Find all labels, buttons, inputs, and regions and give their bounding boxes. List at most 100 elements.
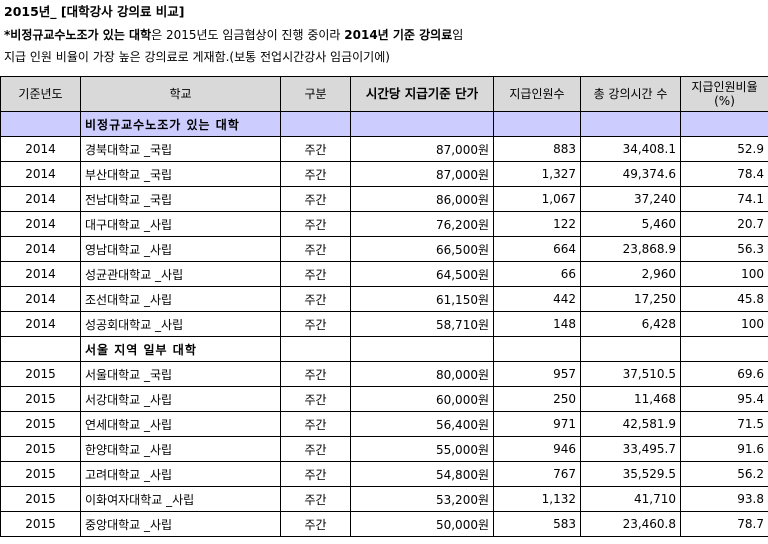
- cell-year: 2015: [0, 511, 81, 537]
- cell-total-hours: 11,468: [580, 386, 681, 412]
- cell-year: 2014: [0, 211, 81, 237]
- section-empty-cell: [580, 336, 681, 362]
- cell-type: 주간: [280, 286, 351, 312]
- section-empty-cell: [580, 111, 681, 137]
- cell-type: 주간: [280, 361, 351, 387]
- header-paid-ratio-line1: 지급인원비율: [691, 80, 758, 94]
- cell-year: 2015: [0, 436, 81, 462]
- cell-school: 성공회대학교 _사립: [80, 311, 281, 337]
- cell-paid-ratio: 52.9: [680, 136, 768, 162]
- cell-paid-count: 971: [493, 411, 581, 437]
- cell-hourly-rate: 61,150원: [350, 286, 494, 312]
- cell-total-hours: 33,495.7: [580, 436, 681, 462]
- cell-paid-count: 664: [493, 236, 581, 262]
- cell-type: 주간: [280, 211, 351, 237]
- note-line-1: *비정규교수노조가 있는 대학은 2015년도 임금협상이 진행 중이라 201…: [0, 24, 768, 46]
- cell-year: 2014: [0, 286, 81, 312]
- cell-year: 2014: [0, 161, 81, 187]
- table-row: 2015 서강대학교 _사립 주간 60,000원 250 11,468 95.4: [0, 386, 768, 412]
- cell-paid-count: 583: [493, 511, 581, 537]
- cell-hourly-rate: 64,500원: [350, 261, 494, 287]
- cell-total-hours: 34,408.1: [580, 136, 681, 162]
- cell-paid-count: 883: [493, 136, 581, 162]
- table-header-row: 기준년도 학교 구분 시간당 지급기준 단가 지급인원수 총 강의시간 수 지급…: [0, 76, 768, 112]
- cell-year: 2014: [0, 136, 81, 162]
- section-empty-cell: [350, 111, 494, 137]
- cell-paid-count: 1,327: [493, 161, 581, 187]
- section-empty-cell: [680, 336, 768, 362]
- cell-school: 고려대학교 _사립: [80, 461, 281, 487]
- header-school: 학교: [80, 76, 281, 112]
- cell-total-hours: 49,374.6: [580, 161, 681, 187]
- cell-total-hours: 6,428: [580, 311, 681, 337]
- cell-hourly-rate: 66,500원: [350, 236, 494, 262]
- cell-type: 주간: [280, 461, 351, 487]
- cell-paid-count: 767: [493, 461, 581, 487]
- table-row: 2014 경북대학교 _국립 주간 87,000원 883 34,408.1 52.9: [0, 136, 768, 162]
- cell-school: 서강대학교 _사립: [80, 386, 281, 412]
- cell-year: 2015: [0, 486, 81, 512]
- cell-paid-ratio: 20.7: [680, 211, 768, 237]
- cell-school: 조선대학교 _사립: [80, 286, 281, 312]
- cell-hourly-rate: 76,200원: [350, 211, 494, 237]
- cell-year: 2014: [0, 261, 81, 287]
- cell-type: 주간: [280, 311, 351, 337]
- cell-paid-count: 442: [493, 286, 581, 312]
- cell-type: 주간: [280, 486, 351, 512]
- note-text-a: 은 2015년도 임금협상이 진행 중이라: [151, 28, 345, 42]
- cell-school: 한양대학교 _사립: [80, 436, 281, 462]
- cell-paid-count: 122: [493, 211, 581, 237]
- header-year: 기준년도: [0, 76, 81, 112]
- cell-total-hours: 42,581.9: [580, 411, 681, 437]
- page-title: 2015년_ [대학강사 강의료 비교]: [4, 4, 185, 19]
- section-label: 서울 지역 일부 대학: [80, 336, 281, 362]
- section-empty-cell: [0, 336, 81, 362]
- cell-paid-ratio: 91.6: [680, 436, 768, 462]
- cell-total-hours: 17,250: [580, 286, 681, 312]
- cell-school: 이화여자대학교 _사립: [80, 486, 281, 512]
- cell-type: 주간: [280, 161, 351, 187]
- cell-total-hours: 2,960: [580, 261, 681, 287]
- note-line-2: 지급 인원 비율이 가장 높은 강의료로 게재함.(보통 전업시간강사 임금이기…: [4, 50, 390, 64]
- table-row: 2014 영남대학교 _사립 주간 66,500원 664 23,868.9 56.3: [0, 236, 768, 262]
- cell-hourly-rate: 50,000원: [350, 511, 494, 537]
- cell-paid-count: 957: [493, 361, 581, 387]
- cell-type: 주간: [280, 136, 351, 162]
- cell-school: 경북대학교 _국립: [80, 136, 281, 162]
- cell-paid-ratio: 78.7: [680, 511, 768, 537]
- table-row: 2015 고려대학교 _사립 주간 54,800원 767 35,529.5 56.2: [0, 461, 768, 487]
- cell-paid-ratio: 56.2: [680, 461, 768, 487]
- cell-paid-ratio: 45.8: [680, 286, 768, 312]
- cell-total-hours: 23,460.8: [580, 511, 681, 537]
- cell-total-hours: 37,240: [580, 186, 681, 212]
- cell-type: 주간: [280, 511, 351, 537]
- cell-year: 2015: [0, 386, 81, 412]
- table-row: 2015 이화여자대학교 _사립 주간 53,200원 1,132 41,710 93.8: [0, 486, 768, 512]
- table-row: 2014 조선대학교 _사립 주간 61,150원 442 17,250 45.8: [0, 286, 768, 312]
- cell-paid-ratio: 100: [680, 311, 768, 337]
- header-total-hours: 총 강의시간 수: [580, 76, 681, 112]
- section-empty-cell: [350, 336, 494, 362]
- table-row: 2014 성공회대학교 _사립 주간 58,710원 148 6,428 100: [0, 311, 768, 337]
- cell-paid-ratio: 93.8: [680, 486, 768, 512]
- cell-hourly-rate: 56,400원: [350, 411, 494, 437]
- section-empty-cell: [0, 111, 81, 137]
- header-type: 구분: [280, 76, 351, 112]
- cell-paid-ratio: 71.5: [680, 411, 768, 437]
- cell-year: 2015: [0, 361, 81, 387]
- cell-school: 영남대학교 _사립: [80, 236, 281, 262]
- cell-year: 2015: [0, 411, 81, 437]
- cell-total-hours: 5,460: [580, 211, 681, 237]
- table-row: 2014 대구대학교 _사립 주간 76,200원 122 5,460 20.7: [0, 211, 768, 237]
- cell-year: 2014: [0, 311, 81, 337]
- cell-paid-count: 1,132: [493, 486, 581, 512]
- cell-school: 전남대학교 _국립: [80, 186, 281, 212]
- cell-paid-ratio: 56.3: [680, 236, 768, 262]
- cell-paid-ratio: 95.4: [680, 386, 768, 412]
- cell-school: 서울대학교 _국립: [80, 361, 281, 387]
- cell-year: 2014: [0, 186, 81, 212]
- section-label: 비정규교수노조가 있는 대학: [80, 111, 281, 137]
- cell-total-hours: 37,510.5: [580, 361, 681, 387]
- cell-year: 2014: [0, 236, 81, 262]
- cell-paid-ratio: 78.4: [680, 161, 768, 187]
